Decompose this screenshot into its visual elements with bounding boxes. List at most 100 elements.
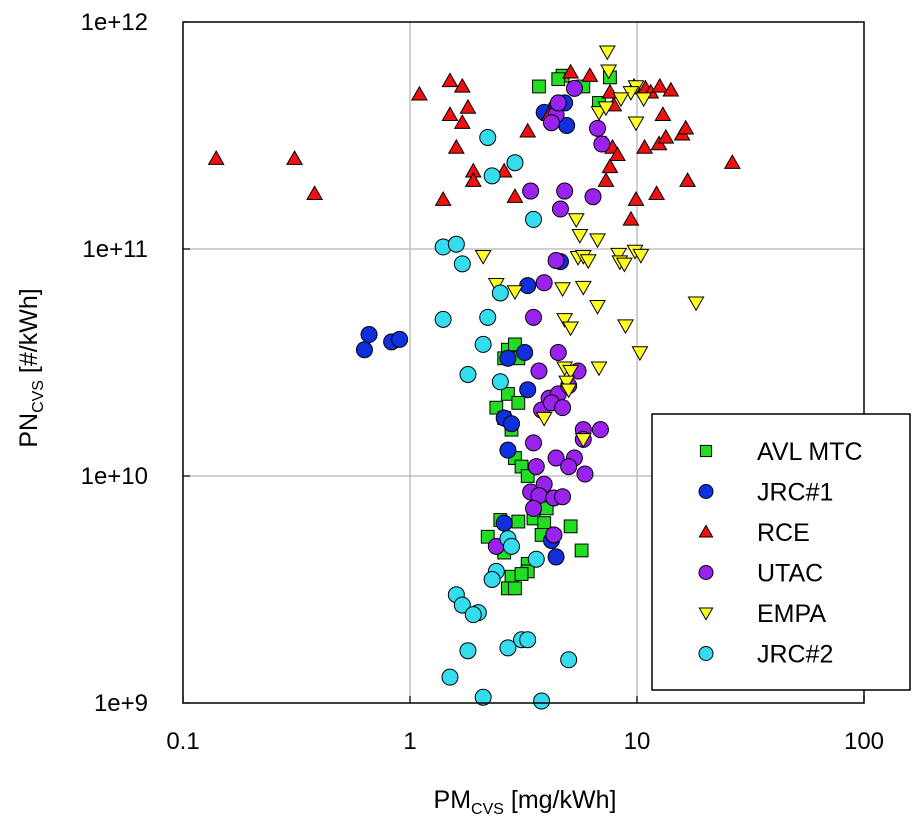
legend-marker [698, 607, 714, 621]
data-point [562, 63, 580, 79]
data-point [453, 255, 471, 273]
data-point [459, 98, 477, 114]
data-point [549, 94, 567, 112]
data-point [434, 310, 452, 328]
legend-label: EMPA [757, 600, 826, 628]
data-point [453, 596, 471, 614]
data-point [551, 200, 569, 218]
legend-marker [699, 444, 713, 458]
data-point [530, 362, 548, 380]
legend-item: AVL MTC [699, 438, 863, 466]
data-point [306, 185, 324, 201]
x-tick-label: 10 [624, 728, 651, 755]
data-point [560, 383, 578, 399]
data-point [519, 122, 537, 138]
data-point [562, 364, 580, 380]
data-point [657, 128, 675, 144]
data-point [576, 465, 594, 483]
data-point [514, 567, 529, 581]
data-point [511, 395, 526, 410]
data-point [632, 248, 650, 264]
y-axis-title-unit: [#/kWh] [15, 288, 43, 380]
legend-item: EMPA [698, 600, 826, 628]
data-points [207, 45, 741, 710]
data-point [551, 72, 566, 87]
data-point [593, 135, 611, 153]
data-point [489, 400, 504, 415]
series-avl-mtc [480, 68, 617, 596]
data-point [584, 188, 602, 206]
data-point [434, 191, 452, 206]
data-point [590, 361, 608, 377]
data-point [601, 83, 619, 99]
data-point [360, 326, 378, 344]
x-axis-ticks: 0.1 1 10 100 [166, 696, 884, 755]
data-point [723, 154, 741, 169]
data-point [547, 548, 565, 566]
data-point [459, 642, 477, 660]
data-point [495, 514, 513, 532]
y-tick-label: 1e+11 [82, 236, 148, 263]
legend: AVL MTC JRC#1 RCE UTAC EMPA JRC#2 [651, 413, 911, 691]
legend-label: UTAC [757, 560, 823, 588]
data-point [545, 526, 563, 544]
data-point [483, 167, 501, 185]
data-point [519, 381, 537, 399]
series-empa [474, 45, 705, 448]
data-point [687, 296, 705, 312]
data-point [495, 162, 513, 178]
data-point [600, 64, 618, 80]
data-point [525, 308, 543, 326]
legend-item: RCE [698, 519, 810, 547]
data-point [567, 213, 585, 229]
data-point [474, 335, 492, 353]
data-point [635, 92, 653, 108]
y-tick-label: 1e+12 [81, 9, 148, 36]
data-point [556, 182, 574, 200]
data-point [571, 229, 589, 244]
legend-marker [698, 524, 714, 538]
x-tick-label: 100 [844, 728, 884, 755]
legend-label: JRC#2 [757, 641, 833, 669]
data-point [441, 106, 459, 122]
x-tick-label: 0.1 [166, 728, 199, 755]
data-point [506, 154, 524, 172]
y-axis-ticks: 1e+9 1e+10 1e+11 1e+12 [81, 9, 190, 717]
legend-box [651, 413, 911, 691]
data-point [503, 537, 521, 555]
y-axis-title-sub: CVS [30, 380, 47, 413]
data-point [459, 365, 477, 383]
data-point [453, 114, 471, 129]
data-point [554, 399, 572, 417]
data-point [464, 606, 482, 624]
data-point [527, 550, 545, 568]
data-point [612, 92, 630, 108]
data-point [525, 499, 543, 517]
legend-marker [698, 565, 714, 580]
data-point [589, 119, 607, 137]
legend-item: UTAC [698, 560, 823, 588]
legend-label: AVL MTC [757, 438, 863, 466]
data-point [508, 581, 522, 596]
data-point [627, 116, 645, 132]
data-point [410, 85, 428, 101]
data-point [574, 543, 589, 558]
x-axis-title: PMCVS [mg/kWh] [434, 786, 617, 818]
data-point [677, 119, 695, 135]
data-point [286, 150, 304, 165]
data-point [491, 284, 509, 302]
data-point [547, 251, 565, 269]
data-point [207, 150, 225, 165]
data-point [474, 249, 492, 265]
data-point [532, 79, 546, 94]
y-tick-label: 1e+9 [94, 690, 148, 717]
data-point [597, 101, 615, 117]
y-tick-label: 1e+10 [81, 463, 148, 490]
data-point [511, 514, 526, 529]
y-axis-title: PNCVS [#/kWh] [15, 288, 47, 447]
data-point [651, 77, 669, 93]
data-point [615, 257, 633, 273]
data-point [499, 639, 517, 657]
y-axis-title-main: PN [15, 413, 43, 448]
